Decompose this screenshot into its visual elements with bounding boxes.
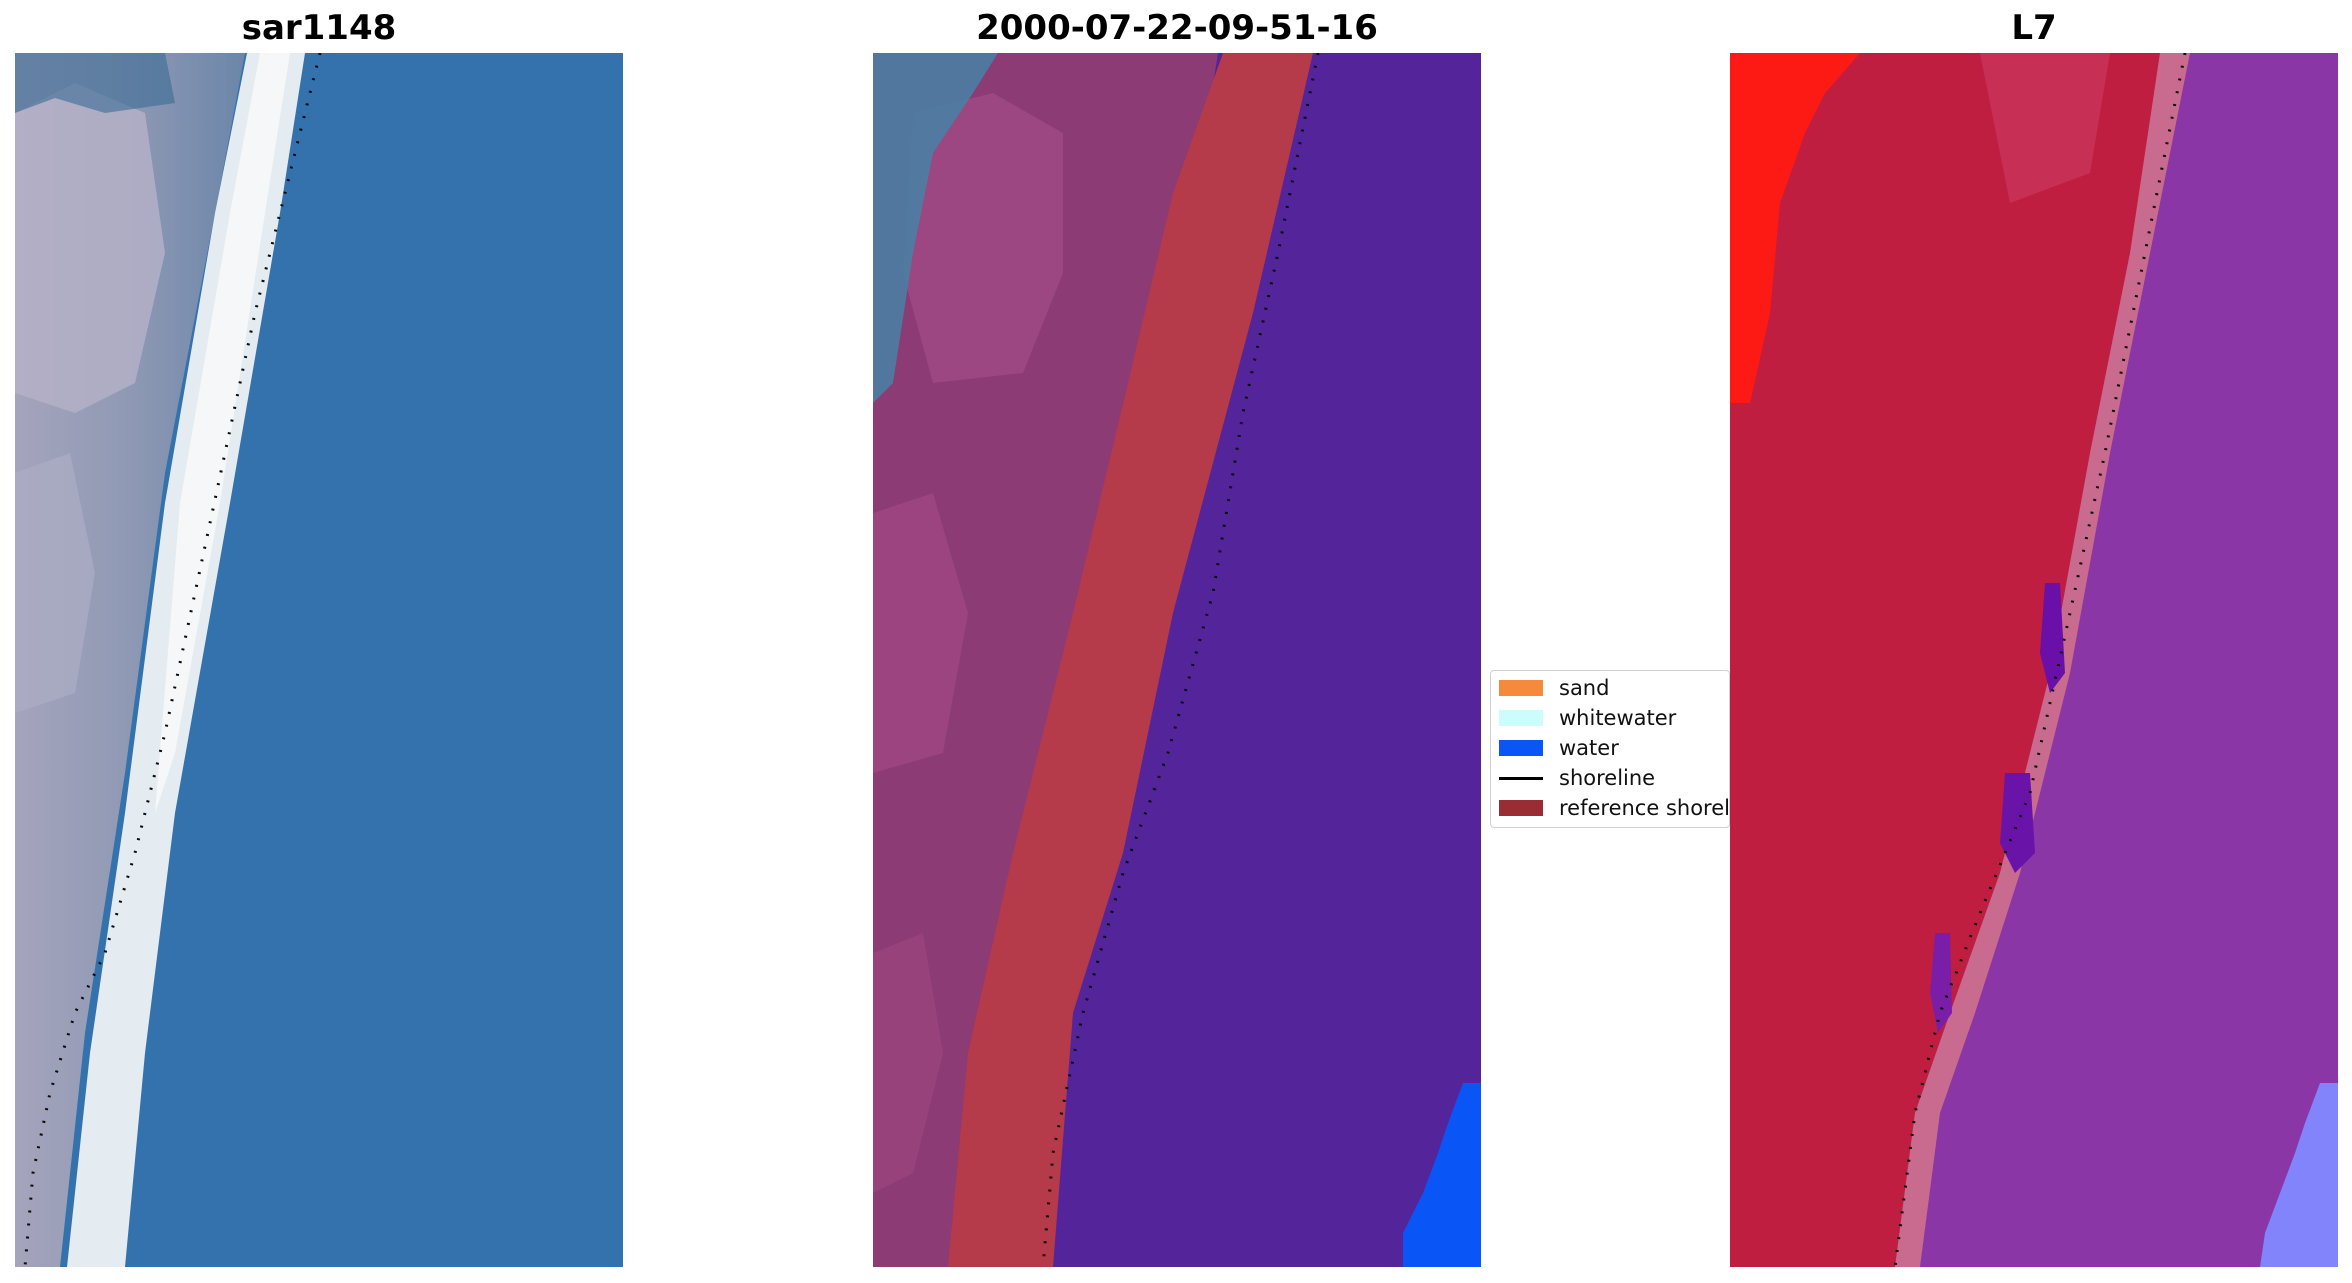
legend-item-water: water [1499, 733, 1729, 763]
sand-swatch [1499, 680, 1543, 696]
index-red-corner [1730, 53, 1860, 403]
index-image-panel [1730, 53, 2338, 1267]
whitewater-swatch [1499, 710, 1543, 726]
index-land [1730, 53, 2170, 1267]
rgb-land-patch [15, 83, 165, 413]
water-swatch [1499, 740, 1543, 756]
panel-title-index: L7 [2011, 8, 2057, 48]
index-dark-patch [2000, 773, 2035, 873]
panel-title-classification: 2000-07-22-09-51-16 [976, 8, 1378, 48]
legend: sand whitewater water shoreline referenc… [1490, 670, 1730, 828]
class-land-light [873, 933, 943, 1193]
rgb-image-panel [15, 53, 623, 1267]
legend-item-reference-shoreline: reference shoreli [1499, 793, 1730, 823]
reference-shoreline-band [948, 53, 1313, 1267]
reference-shoreline-swatch [1499, 800, 1543, 816]
legend-label-sand: sand [1559, 676, 1610, 700]
legend-item-whitewater: whitewater [1499, 703, 1729, 733]
class-land-light [873, 493, 968, 773]
panel-title-rgb: sar1148 [241, 8, 397, 48]
legend-label-shoreline: shoreline [1559, 766, 1656, 790]
legend-item-shoreline: shoreline [1499, 763, 1729, 793]
index-transition [1895, 53, 2190, 1267]
legend-label-reference-shoreline: reference shoreli [1559, 796, 1730, 820]
class-land-light [903, 93, 1063, 383]
index-land-light [1980, 53, 2110, 203]
rgb-land-patch [15, 453, 95, 713]
class-shoreline [1041, 53, 1320, 1267]
classification-panel [873, 53, 1481, 1267]
rgb-land-dark [15, 53, 175, 113]
class-blue-corner [873, 53, 998, 403]
class-water-corner [1403, 1083, 1481, 1267]
legend-item-sand: sand [1499, 673, 1729, 703]
legend-label-water: water [1559, 736, 1619, 760]
index-light-corner [2260, 1083, 2338, 1267]
legend-label-whitewater: whitewater [1559, 706, 1677, 730]
shoreline-line-swatch [1499, 776, 1543, 780]
index-dark-patch [1930, 933, 1952, 1033]
